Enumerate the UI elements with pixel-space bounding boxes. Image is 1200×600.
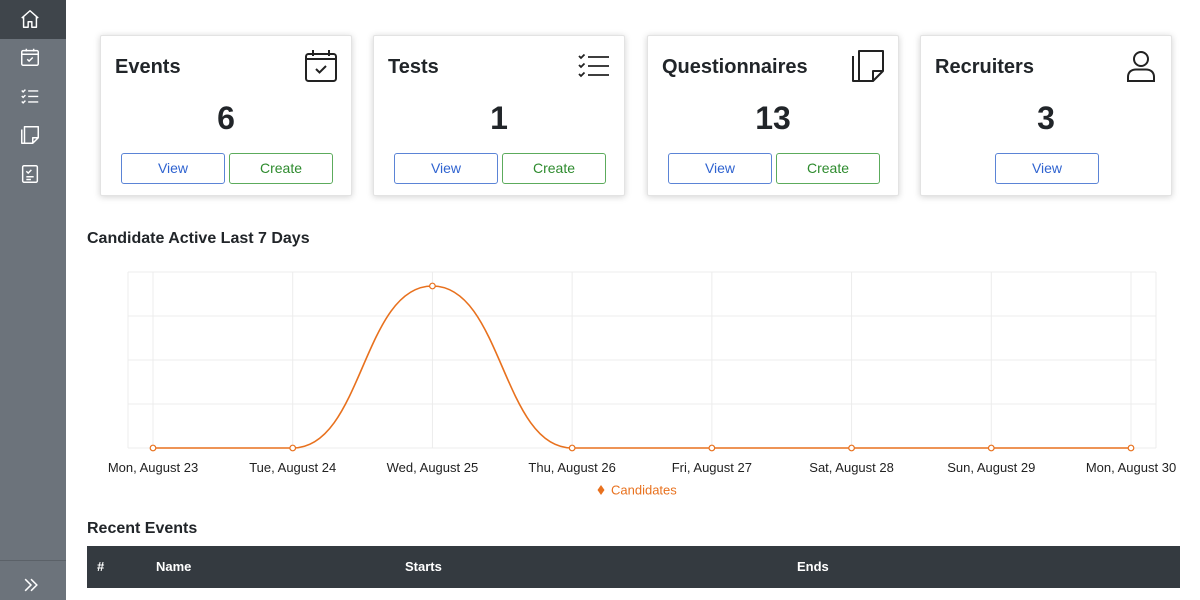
sidebar-active-highlight xyxy=(0,0,66,39)
calendar-check-icon xyxy=(303,48,339,84)
legend-label: Candidates xyxy=(611,483,677,498)
card-count: 3 xyxy=(1037,100,1055,136)
x-tick-label: Mon, August 30 xyxy=(1086,460,1176,475)
data-point xyxy=(1127,444,1135,452)
tests-card: Tests 1 View Create xyxy=(373,35,625,196)
data-point xyxy=(149,444,157,452)
checklist-icon[interactable] xyxy=(19,85,41,107)
candidates-line-chart: Mon, August 23 Tue, August 24 Wed, August … xyxy=(86,256,1196,506)
x-tick-label: Thu, August 26 xyxy=(528,460,615,475)
data-point xyxy=(848,444,855,452)
events-create-button[interactable]: Create xyxy=(229,153,333,184)
x-tick-label: Sat, August 28 xyxy=(809,460,894,475)
questionnaires-create-button[interactable]: Create xyxy=(776,153,880,184)
sticky-note-icon xyxy=(850,48,886,84)
double-chevron-right-icon[interactable] xyxy=(21,575,41,595)
legend-marker-icon xyxy=(597,485,605,495)
recent-events-table-header: # Name Starts Ends xyxy=(87,546,1180,588)
x-tick-label: Sun, August 29 xyxy=(947,460,1035,475)
events-card: Events 6 View Create xyxy=(100,35,352,196)
card-title: Questionnaires xyxy=(662,56,808,78)
calendar-check-icon[interactable] xyxy=(19,46,41,68)
recruiters-view-button[interactable]: View xyxy=(995,153,1099,184)
events-view-button[interactable]: View xyxy=(121,153,225,184)
home-icon[interactable] xyxy=(19,8,41,30)
data-point xyxy=(289,444,297,452)
sidebar xyxy=(0,0,66,600)
column-header-name[interactable]: Name xyxy=(156,559,192,574)
card-title: Recruiters xyxy=(935,56,1034,78)
sidebar-footer xyxy=(0,560,66,600)
tests-view-button[interactable]: View xyxy=(394,153,498,184)
card-title: Events xyxy=(115,56,181,78)
x-tick-label: Wed, August 25 xyxy=(387,460,479,475)
x-tick-label: Tue, August 24 xyxy=(249,460,336,475)
data-point xyxy=(429,282,436,290)
sticky-note-icon[interactable] xyxy=(19,124,41,146)
column-header-ends[interactable]: Ends xyxy=(797,559,829,574)
candidates-series-line xyxy=(152,285,1131,449)
column-header-number: # xyxy=(97,559,105,574)
x-tick-label: Fri, August 27 xyxy=(672,460,752,475)
card-count: 1 xyxy=(490,100,508,136)
checklist-icon xyxy=(576,48,612,84)
questionnaires-card: Questionnaires 13 View Create xyxy=(647,35,899,196)
chart-title: Candidate Active Last 7 Days xyxy=(87,230,310,247)
data-point xyxy=(568,444,576,452)
card-title: Tests xyxy=(388,56,439,78)
recruiters-card: Recruiters 3 View xyxy=(920,35,1172,196)
questionnaires-view-button[interactable]: View xyxy=(668,153,772,184)
person-icon xyxy=(1123,48,1159,84)
x-tick-label: Mon, August 23 xyxy=(108,460,198,475)
data-point xyxy=(987,444,995,452)
clipboard-check-icon[interactable] xyxy=(19,163,41,185)
data-point xyxy=(708,444,716,452)
recent-events-title: Recent Events xyxy=(87,520,198,537)
column-header-starts[interactable]: Starts xyxy=(405,559,442,574)
tests-create-button[interactable]: Create xyxy=(502,153,606,184)
card-count: 6 xyxy=(217,100,235,136)
card-count: 13 xyxy=(755,100,791,136)
chart-canvas: Mon, August 23 Tue, August 24 Wed, August … xyxy=(108,271,1176,498)
